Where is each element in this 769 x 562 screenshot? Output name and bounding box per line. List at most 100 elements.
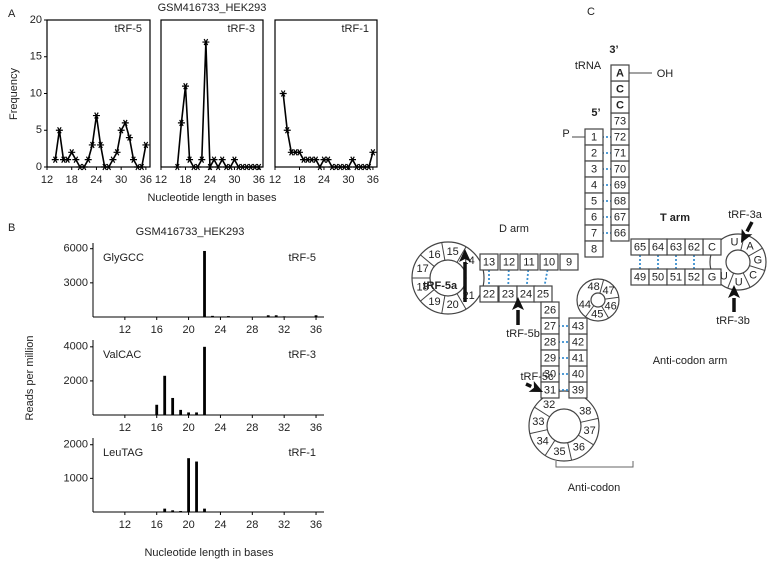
data-marker xyxy=(113,148,121,156)
x-tick-label: 18 xyxy=(66,174,78,186)
nucleotide-label: 41 xyxy=(572,352,584,364)
data-marker xyxy=(181,82,189,90)
data-marker xyxy=(80,163,88,171)
data-marker xyxy=(72,156,80,163)
loop-divider xyxy=(749,265,765,271)
nucleotide-label: 11 xyxy=(523,256,534,268)
data-marker xyxy=(186,156,194,163)
x-tick-label: 30 xyxy=(228,174,240,186)
x-tick-label: 36 xyxy=(310,324,322,336)
x-tick-label: 36 xyxy=(310,422,322,434)
chart-label: tRF-5 xyxy=(115,23,143,35)
nucleotide-box xyxy=(568,317,588,335)
nucleotide-box xyxy=(702,268,722,286)
nucleotide-label: 12 xyxy=(503,256,515,268)
nucleotide-label: 28 xyxy=(544,336,556,348)
y-tick-label: 2000 xyxy=(64,375,88,387)
nucleotide-label: 5 xyxy=(591,195,597,207)
diagram-label: T arm xyxy=(660,212,690,224)
nucleotide-label: 44 xyxy=(579,299,591,311)
nucleotide-label: 6 xyxy=(591,211,597,223)
nucleotide-label: 26 xyxy=(544,304,556,316)
bar xyxy=(203,346,206,415)
nucleotide-label: 29 xyxy=(544,352,556,364)
arrow-shaft xyxy=(525,382,532,389)
x-tick-label: 32 xyxy=(278,324,290,336)
nucleotide-label: 66 xyxy=(614,227,626,239)
nucleotide-label: 67 xyxy=(614,211,626,223)
fragment-label: tRF-3a xyxy=(728,209,763,221)
x-tick-label: 36 xyxy=(367,174,379,186)
loop-divider xyxy=(420,254,435,267)
x-tick-label: 36 xyxy=(140,174,152,186)
bar xyxy=(179,409,183,415)
nucleotide-box xyxy=(479,285,499,303)
fragment-label: tRF-3b xyxy=(716,315,750,327)
chart-label: ValCAC xyxy=(103,349,141,361)
diagram-label: Anti-codon xyxy=(568,482,621,494)
bar xyxy=(242,316,246,318)
nucleotide-label: 25 xyxy=(537,288,549,300)
nucleotide-label: 69 xyxy=(614,179,626,191)
data-marker xyxy=(210,156,218,163)
x-tick-label: 24 xyxy=(318,174,330,186)
bar xyxy=(266,315,270,317)
nucleotide-label: 35 xyxy=(553,446,565,458)
y-tick-label: 10 xyxy=(30,87,42,99)
nucleotide-label: 23 xyxy=(502,288,514,300)
arrow-head xyxy=(741,228,753,243)
nucleotide-label: 36 xyxy=(573,442,585,454)
x-tick-label: 24 xyxy=(214,422,226,434)
nucleotide-box xyxy=(519,253,539,271)
nucleotide-box xyxy=(479,253,499,271)
data-marker xyxy=(214,163,222,171)
data-marker xyxy=(324,156,332,163)
bar xyxy=(171,510,175,512)
data-marker xyxy=(84,156,92,163)
nucleotide-label: 52 xyxy=(688,271,700,283)
data-marker xyxy=(226,163,234,171)
loop-divider xyxy=(601,305,610,319)
data-marker xyxy=(344,163,352,171)
bar xyxy=(155,404,159,415)
data-marker xyxy=(88,141,96,149)
nucleotide-label: 3 xyxy=(591,163,597,175)
bar xyxy=(195,412,198,415)
data-marker xyxy=(369,148,377,156)
loop-divider xyxy=(567,442,573,461)
y-tick-label: 3000 xyxy=(64,277,88,289)
arrow-head xyxy=(512,297,524,310)
x-tick-label: 36 xyxy=(253,174,265,186)
data-marker xyxy=(109,156,117,163)
nucleotide-label: 33 xyxy=(532,416,544,428)
bar xyxy=(203,250,206,317)
nucleotide-label: 7 xyxy=(591,227,597,239)
nucleotide-label: 45 xyxy=(591,308,603,320)
nucleotide-label: 42 xyxy=(572,336,584,348)
x-tick-label: 30 xyxy=(115,174,127,186)
y-axis-label: Frequency xyxy=(8,68,20,120)
x-tick-label: 12 xyxy=(119,422,131,434)
bar xyxy=(203,508,206,512)
loop-divider xyxy=(599,279,605,294)
x-tick-label: 28 xyxy=(246,422,258,434)
data-marker xyxy=(55,126,63,134)
bar xyxy=(179,510,183,512)
x-tick-label: 24 xyxy=(90,174,102,186)
nucleotide-label: 8 xyxy=(591,243,597,255)
loop-divider xyxy=(544,440,556,456)
nucleotide-label: 1 xyxy=(591,131,597,143)
bar xyxy=(163,375,167,415)
nucleotide-label: 10 xyxy=(543,256,555,268)
loop-divider xyxy=(456,246,467,263)
bar xyxy=(314,315,318,317)
nucleotide-label: 18 xyxy=(417,282,429,294)
data-marker xyxy=(130,156,138,163)
y-tick-label: 2000 xyxy=(64,439,88,451)
nucleotide-label: 70 xyxy=(614,163,626,175)
fragment-label: tRF-5a xyxy=(423,280,458,292)
loop-divider xyxy=(534,406,550,418)
nucleotide-box xyxy=(499,253,519,271)
nucleotide-label: 4 xyxy=(591,179,597,191)
loop-ring-inner xyxy=(725,249,751,275)
